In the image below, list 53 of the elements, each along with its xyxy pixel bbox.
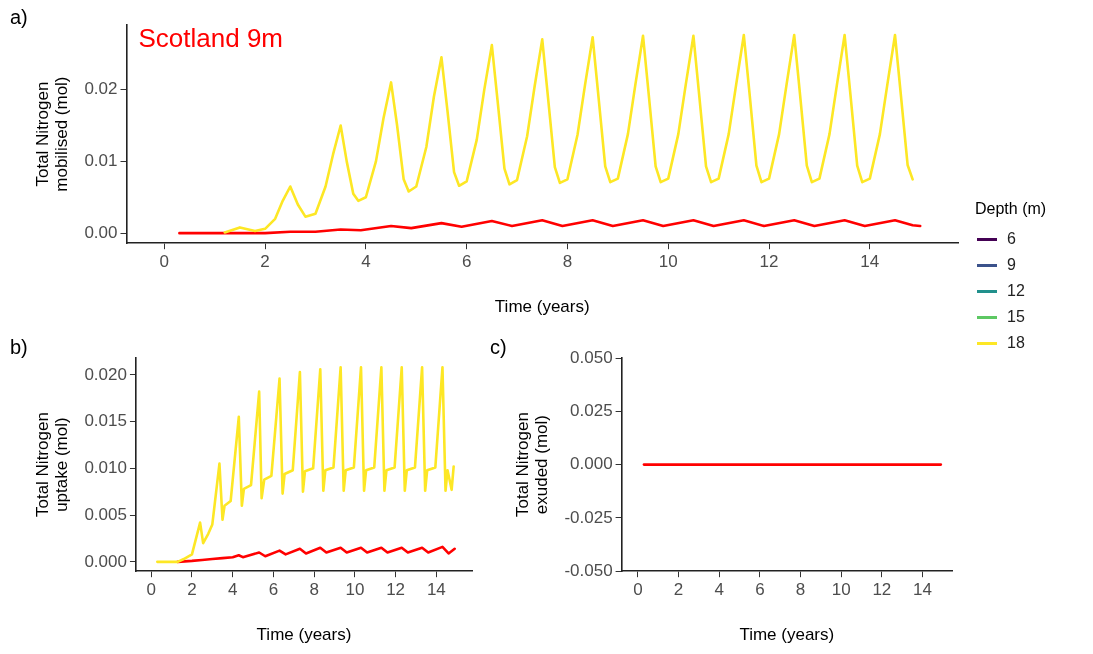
x-tick-label: 14 — [860, 252, 880, 272]
text: c) — [490, 335, 507, 358]
y-tick-label: 0.000 — [570, 454, 613, 474]
x-tick-label: 6 — [461, 252, 472, 272]
x-tick-label: 14 — [426, 580, 446, 600]
y-axis-title: Total Nitrogen uptake (mol) — [33, 412, 71, 518]
x-tick-label: 0 — [633, 580, 643, 600]
x-tick-label: 10 — [831, 580, 851, 600]
x-tick-label: 8 — [562, 252, 573, 272]
x-tick-label: 12 — [759, 252, 779, 272]
x-tick-label: 12 — [872, 580, 892, 600]
y-tick-label: 0.010 — [84, 458, 127, 478]
x-tick-label: 6 — [268, 580, 279, 600]
y-tick-label: 0.000 — [84, 551, 127, 571]
x-axis-title: Time (years) — [739, 625, 835, 645]
x-tick-label: 6 — [755, 580, 765, 600]
legend-label: 18 — [1007, 334, 1025, 352]
y-tick-label: 0.00 — [84, 222, 118, 242]
y-tick-label: 0.02 — [84, 79, 118, 99]
legend-label: 6 — [1007, 230, 1016, 248]
legend-label: 15 — [1007, 308, 1025, 326]
x-axis-title: Time (years) — [494, 297, 590, 317]
x-tick-label: 2 — [187, 580, 197, 600]
y-tick-label: 0.005 — [84, 504, 127, 524]
x-tick-label: 2 — [260, 252, 270, 272]
x-tick-label: 8 — [309, 580, 319, 600]
legend-label: 9 — [1007, 256, 1016, 274]
text: b) — [10, 335, 28, 358]
x-tick-label: 0 — [159, 252, 170, 272]
y-tick-label: -0.050 — [564, 560, 613, 580]
x-tick-label: 8 — [795, 580, 806, 600]
y-axis-title: Total Nitrogen exuded (mol) — [513, 412, 551, 518]
x-tick-label: 14 — [913, 580, 932, 600]
x-tick-label: 4 — [714, 580, 724, 600]
y-tick-label: 0.025 — [570, 400, 613, 420]
x-tick-label: 4 — [361, 252, 371, 272]
text: a) — [10, 5, 28, 28]
x-tick-label: 0 — [146, 580, 156, 600]
legend-title: Depth (m) — [975, 200, 1047, 218]
x-tick-label: 4 — [227, 580, 238, 600]
y-tick-label: 0.015 — [84, 411, 127, 431]
y-axis-title: Total Nitrogen mobilised (mol) — [33, 76, 71, 192]
y-tick-label: 0.050 — [570, 347, 613, 367]
y-tick-label: 0.020 — [84, 364, 127, 384]
x-tick-label: 10 — [658, 252, 678, 272]
y-tick-label: -0.025 — [564, 507, 613, 527]
x-tick-label: 12 — [386, 580, 406, 600]
x-tick-label: 2 — [673, 580, 684, 600]
legend-label: 12 — [1007, 282, 1025, 300]
x-tick-label: 10 — [345, 580, 365, 600]
y-tick-label: 0.01 — [84, 151, 118, 171]
x-axis-title: Time (years) — [256, 625, 352, 645]
annotation: Scotland 9m — [138, 23, 284, 54]
